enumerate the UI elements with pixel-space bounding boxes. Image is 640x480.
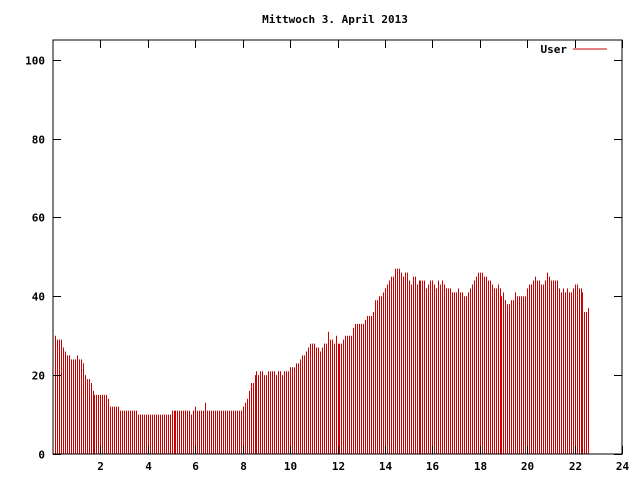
x-tick-label: 14 bbox=[379, 460, 393, 473]
y-tick-label: 80 bbox=[32, 134, 45, 147]
y-tick-label: 20 bbox=[32, 370, 45, 383]
x-tick-label: 12 bbox=[332, 460, 345, 473]
x-tick-label: 22 bbox=[569, 460, 582, 473]
bars-group bbox=[55, 268, 589, 454]
x-tick-label: 6 bbox=[192, 460, 199, 473]
y-tick-label: 60 bbox=[32, 212, 45, 225]
x-tick-label: 10 bbox=[284, 460, 297, 473]
x-tick-label: 2 bbox=[97, 460, 104, 473]
x-tick-label: 24 bbox=[616, 460, 630, 473]
y-tick-label: 100 bbox=[25, 55, 45, 68]
x-tick-label: 4 bbox=[145, 460, 152, 473]
y-tick-label: 0 bbox=[38, 449, 45, 462]
chart-title: Mittwoch 3. April 2013 bbox=[262, 13, 408, 26]
y-tick-label: 40 bbox=[32, 291, 45, 304]
x-tick-label: 20 bbox=[521, 460, 534, 473]
x-tick-label: 16 bbox=[426, 460, 440, 473]
x-tick-label: 18 bbox=[474, 460, 487, 473]
plot-frame bbox=[52, 39, 623, 455]
x-tick-label: 8 bbox=[240, 460, 247, 473]
legend-label-user: User bbox=[541, 43, 568, 56]
legend: User bbox=[541, 43, 607, 56]
